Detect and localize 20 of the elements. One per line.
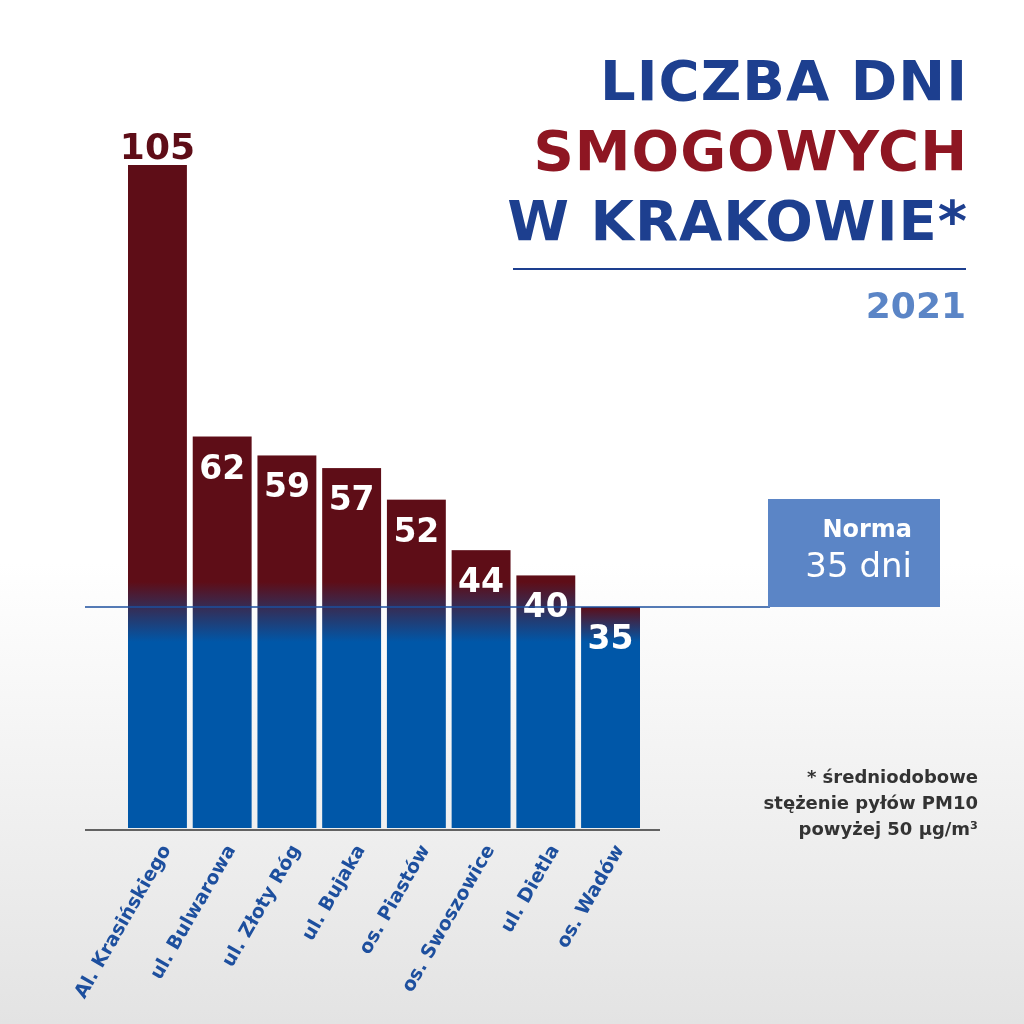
text: * średniodobowe stężenie pyłów PM10 powyżej 50 µg/m³: [763, 766, 978, 839]
ref-line-label: Norma 35 dni: [805, 515, 912, 585]
text: 2021: [865, 285, 966, 326]
bar: [451, 550, 511, 828]
chart-title: LICZBA DNI SMOGOWYCH W KRAKOWIE*: [507, 48, 968, 253]
data-label: 40: [522, 586, 569, 626]
data-label: 62: [199, 447, 246, 487]
data-label: 57: [328, 479, 375, 519]
bar: [386, 499, 446, 828]
data-label: 52: [393, 510, 440, 550]
data-label: 105: [119, 126, 196, 167]
bar: [581, 607, 640, 828]
data-label: 59: [263, 466, 310, 506]
bar: [516, 575, 576, 828]
bar: [322, 468, 382, 828]
bar: [257, 455, 317, 828]
bar: [192, 436, 252, 828]
bar: [128, 165, 187, 828]
data-label: 44: [458, 561, 505, 601]
data-label: 35: [587, 618, 634, 657]
